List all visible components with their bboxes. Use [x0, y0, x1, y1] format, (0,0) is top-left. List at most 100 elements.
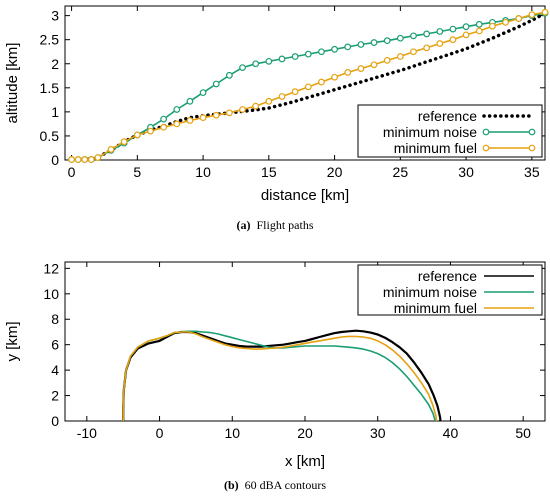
flight-series-minimum-fuel-point — [147, 127, 154, 135]
flight-series-minimum-noise-point — [331, 45, 338, 53]
contour-legend-box — [357, 264, 543, 316]
contours-caption-prefix: (b) — [224, 478, 239, 492]
flight-series-minimum-fuel-point — [410, 48, 417, 56]
contour-y-tick-label: 10 — [43, 286, 59, 302]
flight-series-minimum-fuel-point — [199, 114, 207, 122]
flight-series-minimum-fuel-point — [87, 156, 95, 163]
svg-text:(a) Flight paths: (a) Flight paths — [236, 218, 313, 232]
contour-y-tick-label: 12 — [43, 260, 59, 276]
contour-series-reference-line — [122, 329, 442, 421]
flight-series-minimum-fuel-point — [278, 93, 286, 100]
flight-series-minimum-noise-point — [239, 64, 246, 71]
contour-x-tick-label: 30 — [370, 425, 386, 441]
flight-y-tick-label: 0.5 — [40, 128, 60, 144]
contour-x-tick-label: 20 — [297, 425, 313, 441]
flight-series-minimum-fuel-point — [383, 56, 391, 64]
flight-series-reference-line — [69, 11, 547, 162]
flight-series-minimum-noise-point — [383, 37, 391, 45]
contours-chart: -10 0 10 20 30 40 50 0 2 4 6 8 10 12 x [km] y [km] refer… — [4, 260, 546, 470]
flight-series-minimum-fuel-point — [370, 61, 378, 69]
contours-caption: (b) 60 dBA contours — [224, 478, 326, 492]
flight-series-minimum-noise-point — [462, 23, 470, 31]
flight-series-minimum-fuel-point — [107, 146, 115, 153]
flight-x-tick-label: 35 — [524, 164, 540, 180]
flight-x-tick-label: 30 — [458, 164, 474, 180]
flight-series-minimum-noise-point — [436, 28, 444, 35]
flight-legend-label-minimum-fuel: minimum fuel — [394, 140, 477, 156]
flight-series-minimum-fuel-point — [291, 88, 299, 96]
flight-series-minimum-fuel-point — [344, 69, 352, 76]
contour-x-axis-title: x [km] — [285, 453, 325, 470]
flight-x-tick-label: 5 — [133, 164, 141, 180]
flight-series-minimum-noise-point — [396, 34, 404, 42]
flight-series-minimum-noise-point — [252, 60, 260, 68]
flight-y-tick-label: 1.5 — [40, 80, 60, 96]
flight-series-minimum-noise-point — [357, 41, 365, 48]
flight-series-minimum-fuel-point — [528, 11, 536, 19]
flight-series-minimum-fuel-point — [133, 131, 141, 139]
flight-x-tick-label: 20 — [327, 164, 343, 180]
flight-legend-marker-minimum-fuel — [528, 144, 536, 152]
flight-x-tick-label: 15 — [261, 164, 277, 180]
contour-y-tick-label: 6 — [51, 337, 59, 353]
flight-series-minimum-noise-point — [173, 106, 181, 113]
flight-series-minimum-fuel-point — [304, 83, 312, 91]
contour-x-tick-label: 0 — [156, 425, 164, 441]
flight-legend-label-minimum-noise: minimum noise — [383, 124, 477, 140]
contour-x-tick-label: 50 — [515, 425, 531, 441]
flight-series-minimum-noise-point — [410, 32, 417, 40]
flight-y-tick-label: 1 — [51, 104, 59, 120]
flight-paths-caption: (a) Flight paths — [236, 218, 313, 232]
contour-legend-label-minimum-fuel: minimum fuel — [394, 300, 477, 316]
flight-series-minimum-noise-point — [278, 55, 286, 63]
contour-legend-label-reference: reference — [418, 268, 477, 284]
flight-series-minimum-noise-point — [186, 97, 194, 105]
flight-series-minimum-fuel-point — [252, 102, 260, 110]
flight-series-minimum-fuel-point — [488, 22, 496, 30]
contour-y-tick-label: 8 — [51, 311, 59, 327]
flight-legend-marker-minimum-noise — [482, 128, 490, 136]
flight-series-minimum-fuel-point — [331, 73, 338, 81]
contours-caption-text: 60 dBA contours — [245, 478, 327, 492]
flight-paths-caption-prefix: (a) — [236, 218, 250, 232]
flight-series-minimum-noise-point — [344, 43, 352, 51]
contour-legend-label-minimum-noise: minimum noise — [383, 284, 477, 300]
flight-paths-caption-text: Flight paths — [256, 218, 313, 232]
flight-series-minimum-noise-point — [225, 71, 233, 79]
flight-y-tick-label: 2 — [51, 56, 59, 72]
flight-series-minimum-noise-point — [423, 30, 431, 38]
flight-series-minimum-noise-point — [160, 115, 168, 123]
flight-series-minimum-fuel-point — [423, 44, 431, 52]
contour-y-axis-title: y [km] — [4, 322, 21, 362]
flight-series-minimum-noise-point — [449, 25, 457, 33]
flight-legend-label-reference: reference — [418, 108, 477, 124]
flight-x-tick-label: 0 — [68, 164, 76, 180]
flight-legend-marker-minimum-noise — [528, 128, 536, 136]
contour-x-tick-label: -10 — [77, 425, 97, 441]
flight-series-minimum-fuel-point — [541, 8, 549, 16]
flight-series-minimum-noise-point — [212, 80, 220, 88]
flight-series-minimum-noise-point — [475, 20, 483, 28]
flight-series-minimum-fuel-point — [515, 15, 523, 22]
flight-y-tick-label: 0 — [51, 152, 59, 168]
flight-series-minimum-fuel-point — [68, 156, 75, 163]
flight-series-minimum-fuel-point — [318, 78, 325, 86]
flight-plot-frame — [64, 5, 546, 161]
flight-y-axis-title: altitude [km] — [4, 43, 21, 124]
flight-series-minimum-fuel-point — [396, 53, 404, 60]
flight-series-minimum-noise-point — [291, 53, 299, 60]
contour-series-minimum-fuel-line — [122, 331, 438, 422]
flight-series-minimum-fuel-point — [225, 109, 233, 117]
flight-y-tick-label: 2.5 — [40, 32, 60, 48]
contour-x-tick-label: 10 — [224, 425, 240, 441]
contour-y-tick-label: 4 — [51, 362, 59, 378]
flight-series-minimum-fuel-point — [462, 31, 470, 39]
flight-series-minimum-fuel-point — [357, 65, 365, 72]
flight-paths-chart: 0 5 10 15 20 25 30 35 0 0.5 1 1.5 2 2.5 3 distance [km]… — [4, 5, 549, 204]
flight-series-minimum-fuel-point — [502, 18, 509, 26]
flight-series-minimum-fuel-point — [265, 97, 273, 105]
flight-series-minimum-fuel-point — [160, 123, 168, 131]
flight-series-minimum-fuel-point — [475, 27, 483, 35]
flight-legend-marker-minimum-fuel — [482, 144, 490, 152]
